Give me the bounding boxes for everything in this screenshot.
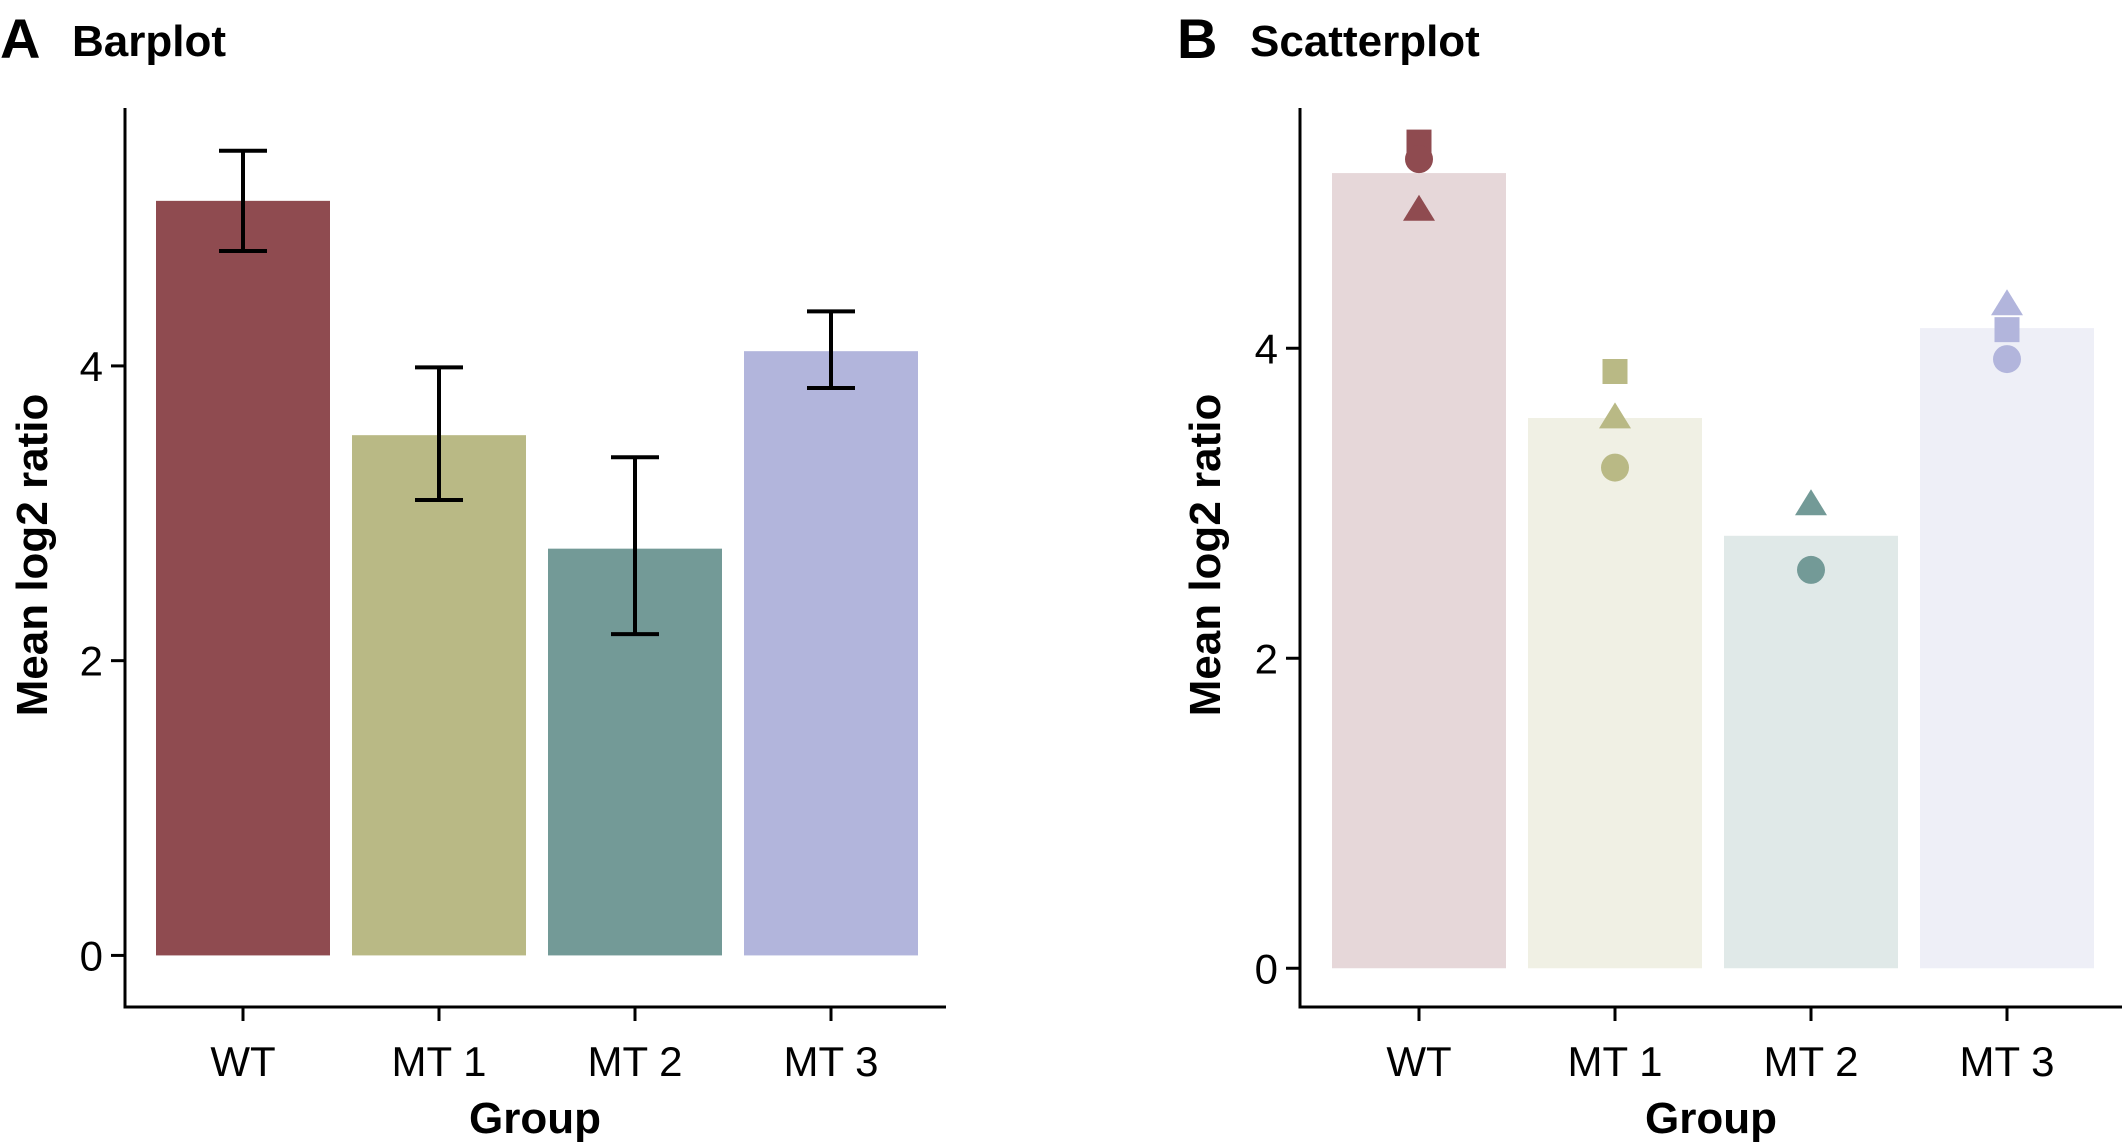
panel-b-y-axis-title: Mean log2 ratio — [1181, 394, 1230, 717]
panel-a-y-tick-label: 4 — [80, 343, 103, 390]
panel-b-bar-mt-1 — [1528, 418, 1702, 969]
panel-b-x-tick-label-wt: WT — [1386, 1038, 1451, 1085]
panel-b-bar-mt-3 — [1920, 328, 2094, 969]
panel-a-axes — [123, 108, 946, 1009]
panel-a-bar-mt-1 — [352, 435, 526, 956]
panel-b-point-mt-3-circle — [1993, 345, 2021, 374]
panel-a-y-tick-label: 2 — [80, 638, 103, 685]
panel-b-point-mt-1-circle — [1601, 453, 1629, 482]
panel-b-bar-wt — [1332, 173, 1506, 969]
panel-b-point-mt-3-triangle — [1991, 289, 2023, 316]
panel-b-bar-mt-2 — [1724, 535, 1898, 969]
panel-a-error-bar-mt-2 — [611, 455, 659, 637]
panel-a-letter: A — [0, 7, 40, 70]
panel-a-x-axis-title: Group — [469, 1094, 601, 1143]
panel-b-bars — [1332, 173, 2094, 969]
panel-b-point-wt-circle — [1405, 145, 1433, 174]
panel-a-error-bars — [219, 148, 855, 637]
panel-b-scatterplot: B Scatterplot 0 2 4 WT MT 1 MT 2 MT 3 Group M… — [1177, 7, 2122, 1143]
panel-a-error-bar-mt-1 — [415, 365, 463, 503]
panel-b-point-mt-1-triangle — [1599, 402, 1631, 429]
panel-a-bar-mt-3 — [744, 351, 918, 956]
panel-b-x-tick-label-mt-3: MT 3 — [1960, 1038, 2055, 1085]
panel-b-point-mt-3-square — [1994, 317, 2020, 343]
panel-b-letter: B — [1177, 7, 1217, 70]
panel-a-title: Barplot — [72, 17, 226, 66]
panel-a-x-tick-label-mt-3: MT 3 — [784, 1038, 879, 1085]
panel-a-y-tick-label: 0 — [80, 932, 103, 979]
panel-a-y-ticks: 0 2 4 — [80, 343, 125, 979]
panel-b-title: Scatterplot — [1250, 17, 1480, 66]
panel-b-x-tick-label-mt-1: MT 1 — [1568, 1038, 1663, 1085]
panel-b-point-mt-2-circle — [1797, 555, 1825, 584]
panel-a-bars — [156, 200, 918, 956]
panel-a-x-ticks: WT MT 1 MT 2 MT 3 — [210, 1007, 878, 1085]
panel-a-bar-wt — [156, 200, 330, 956]
panel-b-y-ticks: 0 2 4 — [1255, 325, 1300, 992]
panel-b-x-tick-label-mt-2: MT 2 — [1764, 1038, 1859, 1085]
panel-a-x-tick-label-mt-2: MT 2 — [588, 1038, 683, 1085]
panel-a-barplot: A Barplot 0 2 4 WT MT 1 MT 2 MT 3 Group Mean … — [0, 7, 946, 1143]
panel-a-x-tick-label-wt: WT — [210, 1038, 275, 1085]
panel-b-y-tick-label: 2 — [1255, 635, 1278, 682]
panel-b-y-tick-label: 0 — [1255, 945, 1278, 992]
panel-a-x-tick-label-mt-1: MT 1 — [392, 1038, 487, 1085]
panel-a-error-bar-wt — [219, 148, 267, 253]
panel-a-y-axis-title: Mean log2 ratio — [8, 394, 57, 717]
panel-a-error-bar-mt-3 — [807, 309, 855, 391]
panel-b-point-mt-1-square — [1602, 359, 1628, 384]
panel-b-y-tick-label: 4 — [1255, 325, 1278, 372]
panel-b-x-axis-title: Group — [1645, 1094, 1777, 1143]
panel-b-point-mt-2-triangle — [1795, 489, 1827, 516]
panel-b-axes — [1298, 108, 2122, 1009]
panel-b-point-wt-triangle — [1403, 194, 1435, 221]
panel-b-x-ticks: WT MT 1 MT 2 MT 3 — [1386, 1007, 2054, 1085]
panel-b-points — [1403, 129, 2023, 584]
